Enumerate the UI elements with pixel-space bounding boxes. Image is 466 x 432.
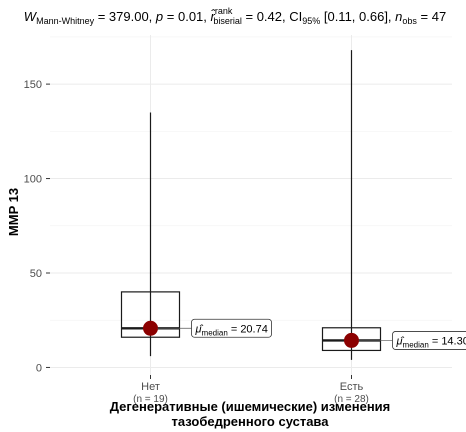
chart-subtitle: WMann-Whitney = 379.00, p = 0.01, r̂rank… [24,6,446,26]
boxes: μ̂median = 20.74 μ̂median = 14.30 [120,50,466,360]
box [321,327,382,352]
median-label: μ̂median = 14.30 [396,335,466,349]
y-axis: 0 50 100 150 [24,79,50,374]
median-label-box [191,318,272,338]
y-tick-label: 150 [24,79,42,91]
subtitle-w-sub: Mann-Whitney [36,16,95,26]
y-tick-label: 100 [24,174,42,186]
median-point [143,320,158,336]
median-label-box [392,331,466,350]
x-axis: Нет(n = 19) Есть(n = 28) [133,375,369,405]
subtitle-ci-sub: 95% [302,16,320,26]
x-tick-n-label: (n = 28) [334,394,369,405]
median-label: μ̂median = 20.74 [195,323,268,337]
subtitle-ci-val: [0.11, 0.66], [320,9,395,24]
subtitle-n-val: = 47 [417,9,446,24]
subtitle-w-val: = 379.00, [94,9,156,24]
subtitle-r-val: = 0.42, CI [242,9,302,24]
subtitle-n-sub: obs [402,16,417,26]
subtitle-w: W [24,9,38,24]
subtitle-p: p [155,9,163,24]
x-axis-label-line1: Дегенеративные (ишемические) изменения [110,399,391,414]
median-point [344,332,359,348]
y-axis-label: MMP 13 [6,188,21,236]
x-tick-label: Есть [340,381,364,393]
subtitle-r-sup: rank [215,6,233,16]
subtitle-r: r̂ [210,9,216,24]
x-tick-label: Нет [141,381,160,393]
x-tick-n-label: (n = 19) [133,394,168,405]
y-tick-label: 0 [36,362,42,374]
box [120,291,181,338]
subtitle-n: n [395,9,402,24]
subtitle-r-sub: biserial [213,16,242,26]
y-tick-label: 50 [30,268,42,280]
subtitle-p-val: = 0.01, [163,9,210,24]
x-axis-label-line2: тазобедренного сустава [172,414,330,429]
